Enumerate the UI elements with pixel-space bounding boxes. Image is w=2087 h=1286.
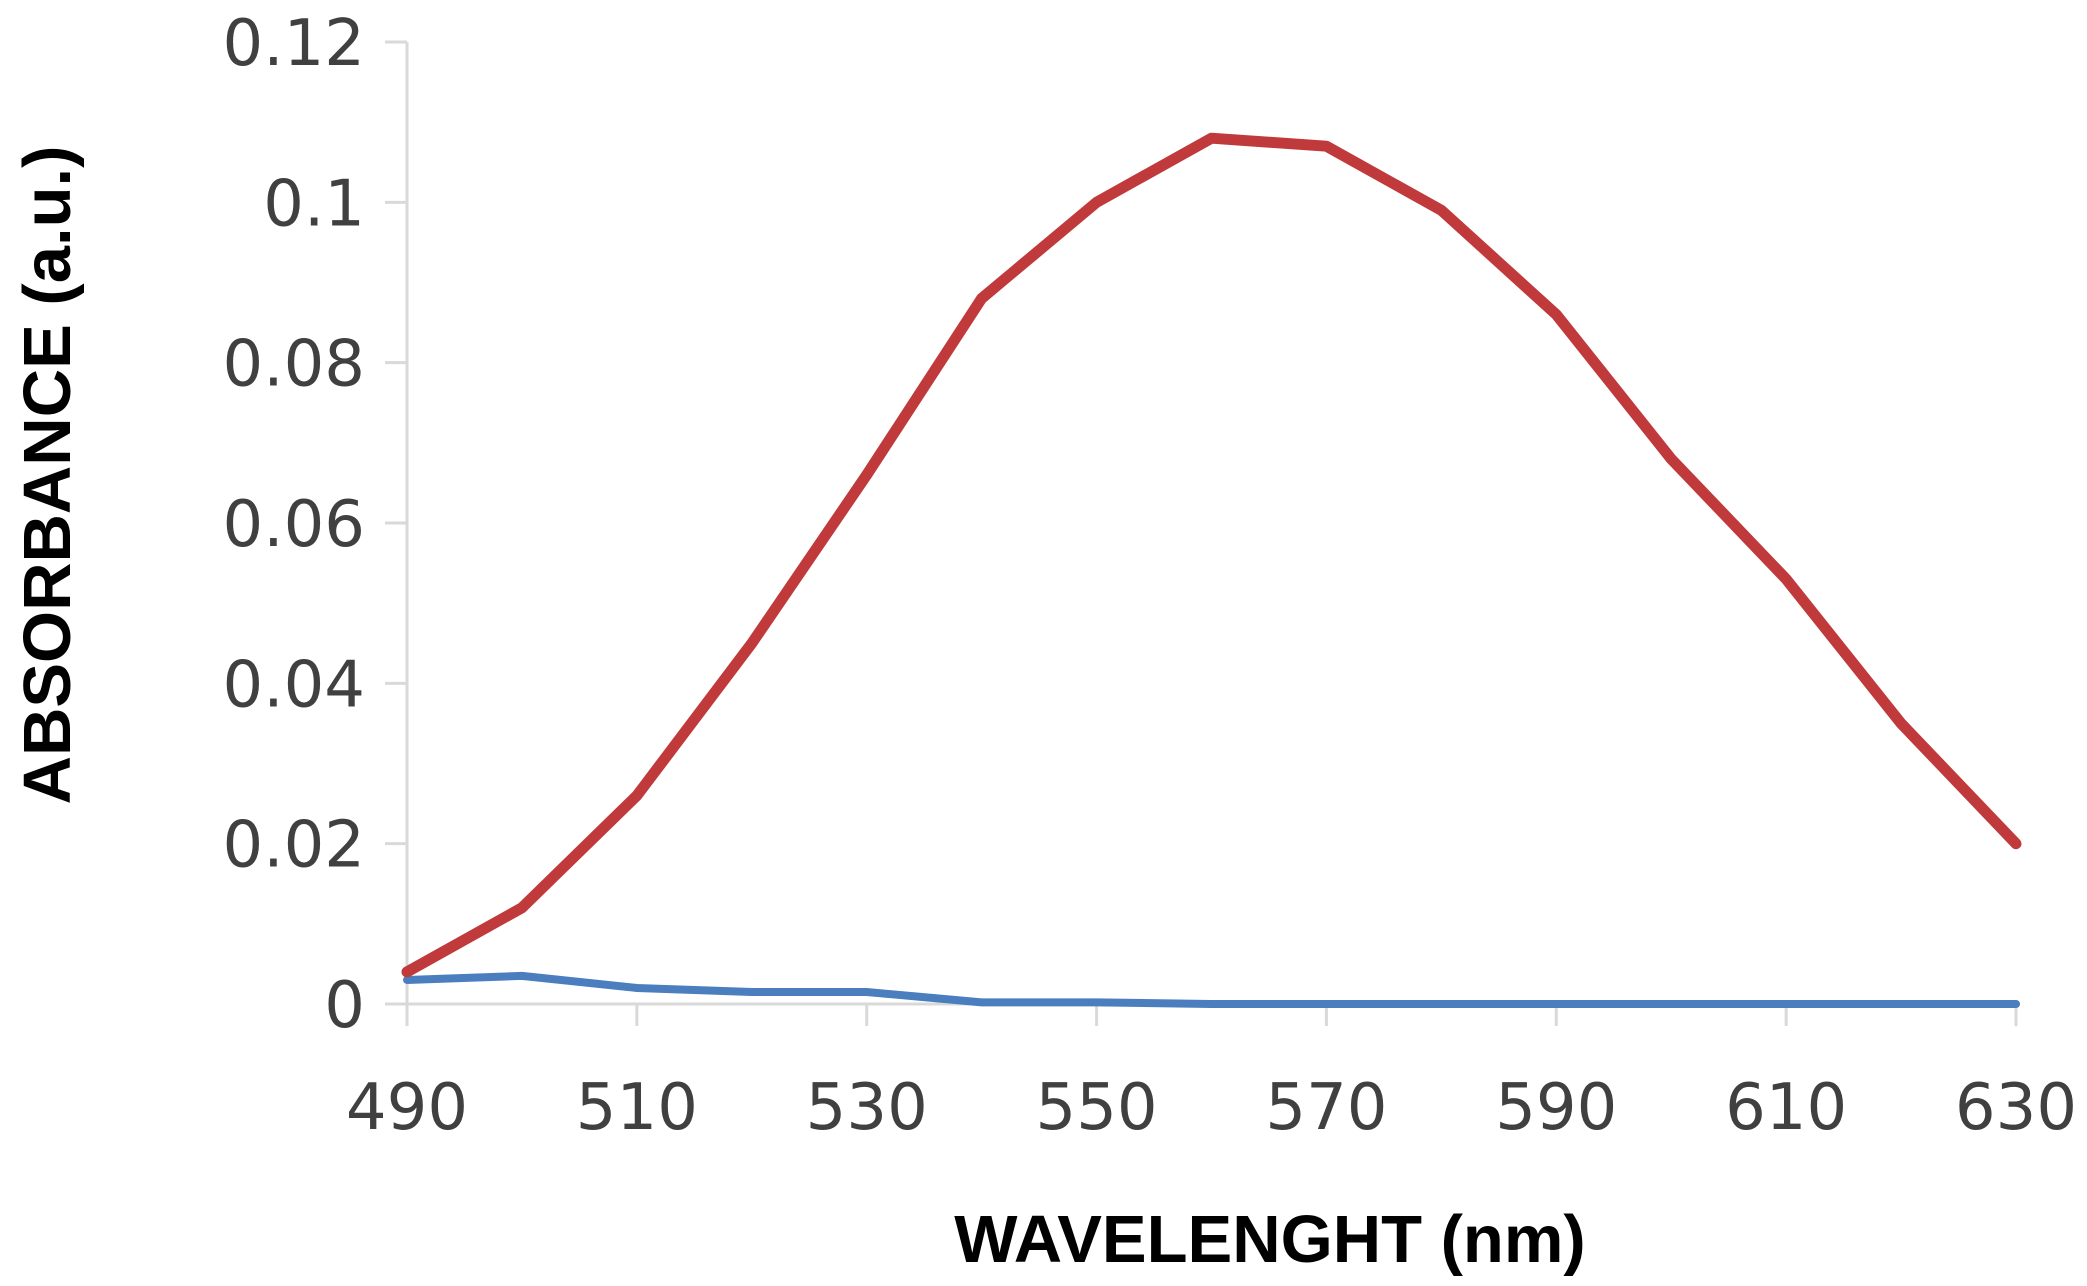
y-tick-label: 0.12 [223, 7, 366, 81]
series-line-red [401, 132, 2022, 978]
y-axis-title: ABSORBANCE (a.u.) [10, 146, 85, 805]
x-tick-label: 630 [1955, 1071, 2077, 1145]
x-tick-label: 610 [1725, 1071, 1847, 1145]
x-tick-label: 550 [1035, 1071, 1157, 1145]
x-axis-title: WAVELENGHT (nm) [954, 1202, 1586, 1277]
x-tick-label: 510 [576, 1071, 698, 1145]
y-tick-label: 0.02 [223, 809, 366, 883]
y-tick-label: 0.08 [223, 328, 366, 402]
axes [405, 42, 2016, 1006]
series-line-blue [403, 971, 2020, 1008]
x-tick-label: 590 [1495, 1071, 1617, 1145]
x-tick-label: 570 [1265, 1071, 1387, 1145]
x-tick-label: 530 [806, 1071, 928, 1145]
y-tick-label: 0.1 [263, 167, 365, 241]
y-ticks: 0 0.02 0.04 0.06 0.08 0.1 0.12 [223, 7, 407, 1043]
y-tick-label: 0 [324, 969, 365, 1043]
series-lines [401, 132, 2022, 1008]
y-tick-label: 0.04 [223, 648, 366, 722]
x-tick-label: 490 [346, 1071, 468, 1145]
y-tick-label: 0.06 [223, 488, 366, 562]
x-ticks: 490 510 530 550 570 590 610 630 [346, 1004, 2077, 1145]
